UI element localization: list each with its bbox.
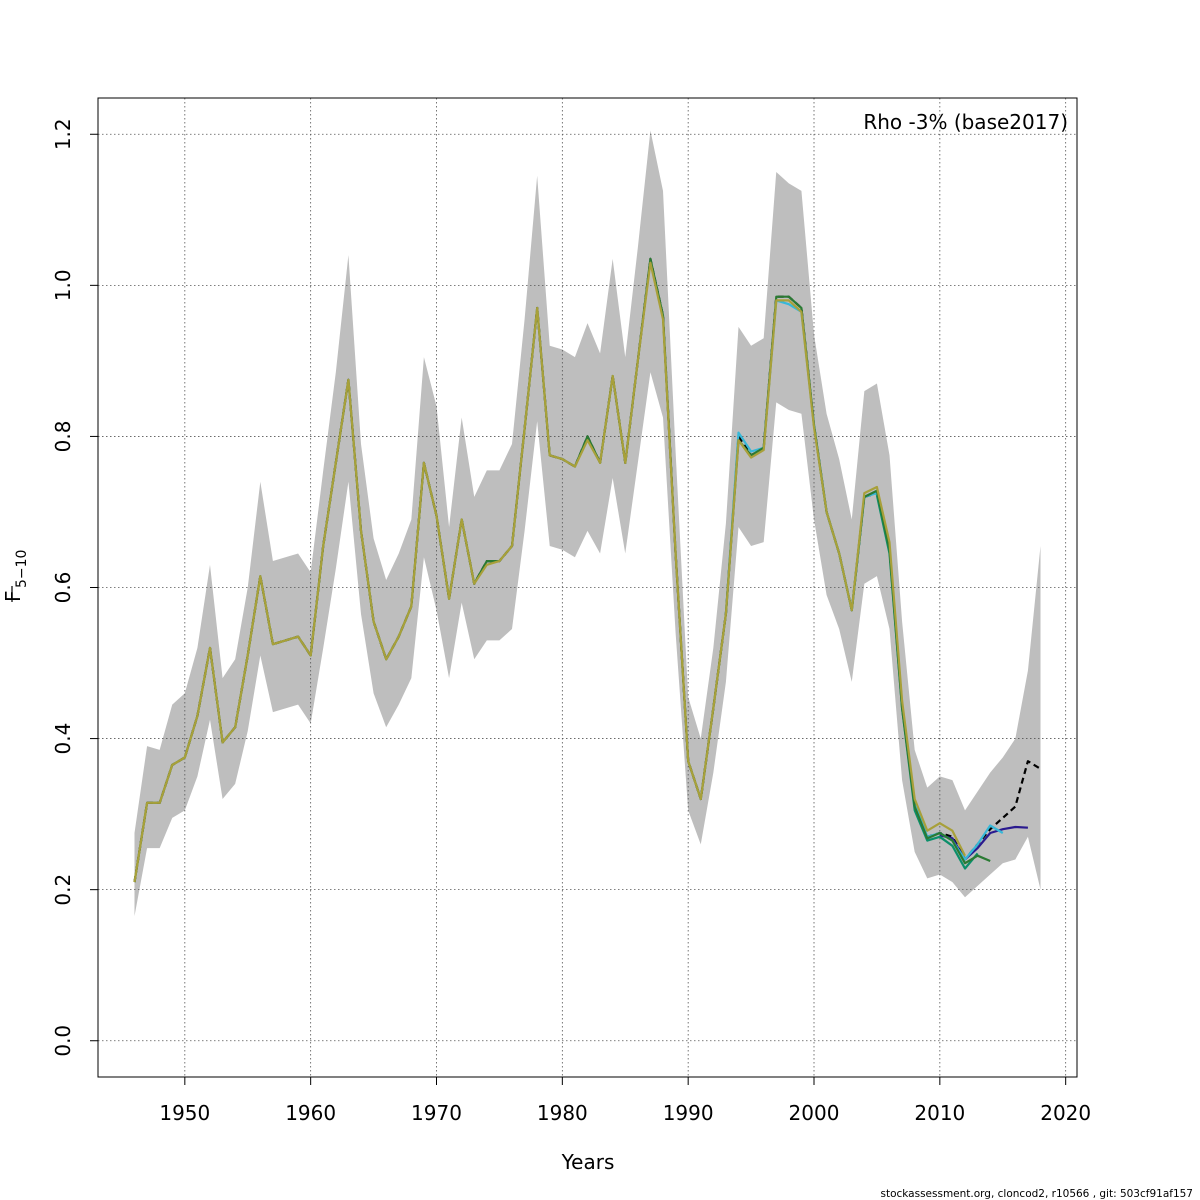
confidence-band xyxy=(134,130,1041,917)
series-layer xyxy=(133,257,1042,883)
x-axis: 1950 1960 1970 1980 1990 2000 2010 2020 xyxy=(159,1077,1091,1125)
x-tick-label: 2020 xyxy=(1040,1101,1091,1125)
x-tick-label: 1960 xyxy=(285,1101,336,1125)
y-axis-title-sub: 5−10 xyxy=(14,550,30,588)
series-line-6 xyxy=(133,261,966,883)
y-tick-label: 0.4 xyxy=(51,723,75,755)
confidence-band-layer xyxy=(134,130,1041,917)
footer-credit: stockassessment.org, cloncod2, r10566 , … xyxy=(881,1188,1194,1200)
y-tick-label: 0.6 xyxy=(51,572,75,604)
y-tick-label: 0.0 xyxy=(51,1025,75,1057)
y-tick-label: 1.0 xyxy=(51,269,75,301)
x-tick-label: 2010 xyxy=(914,1101,965,1125)
y-axis: 0.0 0.2 0.4 0.6 0.8 1.0 1.2 xyxy=(51,118,98,1057)
annotation-label: Rho -3% (base2017) xyxy=(863,110,1068,134)
x-tick-label: 1970 xyxy=(411,1101,462,1125)
y-axis-title-main: F xyxy=(1,590,25,602)
y-axis-title: F 5−10 xyxy=(1,550,30,602)
x-tick-label: 1980 xyxy=(537,1101,588,1125)
y-tick-label: 0.8 xyxy=(51,421,75,453)
x-tick-label: 1990 xyxy=(663,1101,714,1125)
x-axis-title: Years xyxy=(561,1150,615,1174)
y-tick-label: 1.2 xyxy=(51,118,75,150)
y-tick-label: 0.2 xyxy=(51,874,75,906)
x-tick-label: 1950 xyxy=(159,1101,210,1125)
x-tick-label: 2000 xyxy=(789,1101,840,1125)
